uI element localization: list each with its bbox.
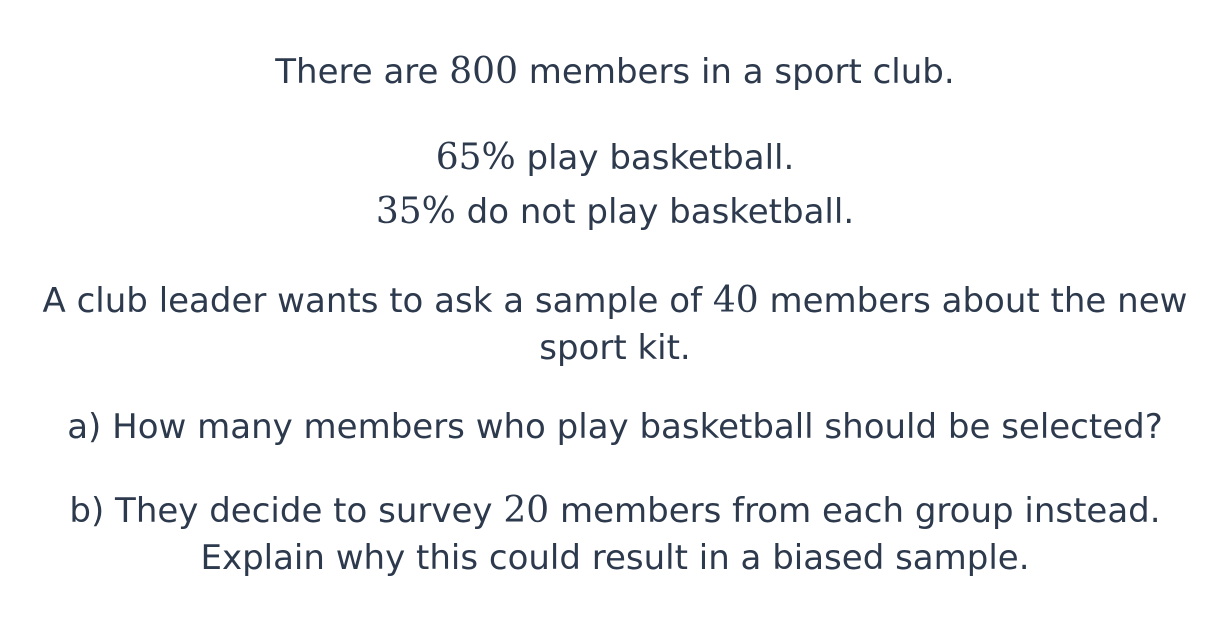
question-b-after: members from each group instead. bbox=[549, 491, 1161, 531]
stat-basketball-text: play basketball. bbox=[515, 138, 795, 178]
survey-count: 20 bbox=[503, 490, 550, 531]
member-count: 800 bbox=[449, 51, 518, 92]
question-b-line2: Explain why this could result in a biase… bbox=[200, 538, 1030, 578]
sample-size: 40 bbox=[712, 280, 759, 321]
sample-text: A club leader wants to ask a sample of 4… bbox=[0, 279, 1230, 323]
stat-not-basketball-text: do not play basketball. bbox=[455, 192, 855, 232]
stat-basketball-percent: 65% bbox=[435, 137, 516, 178]
question-b-before: b) They decide to survey bbox=[69, 491, 504, 531]
question-a: a) How many members who play basketball … bbox=[67, 407, 1163, 447]
stat-not-basketball-percent: 35% bbox=[375, 191, 456, 232]
question-b: b) They decide to survey 20 members from… bbox=[0, 489, 1230, 533]
sample-text-after: members about the new bbox=[758, 281, 1188, 321]
stat-not-basketball: 35% do not play basketball. bbox=[0, 190, 1230, 234]
intro-text-before: There are bbox=[275, 52, 450, 92]
sample-text-before: A club leader wants to ask a sample of bbox=[42, 281, 713, 321]
intro-text: There are 800 members in a sport club. bbox=[0, 50, 1230, 94]
intro-text-after: members in a sport club. bbox=[517, 52, 955, 92]
stat-basketball: 65% play basketball. bbox=[0, 136, 1230, 180]
sample-text-line2: sport kit. bbox=[539, 328, 691, 368]
